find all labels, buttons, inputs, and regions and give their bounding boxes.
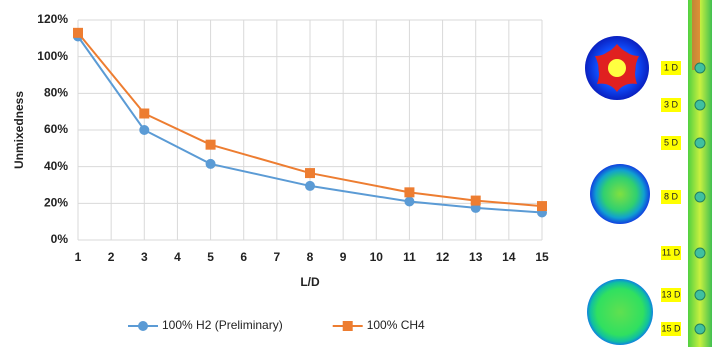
x-tick-label: 5: [207, 250, 214, 264]
marker: [305, 181, 315, 191]
probe: [695, 324, 705, 334]
probe: [695, 248, 705, 258]
cfd-images: [585, 0, 712, 347]
x-tick-label: 7: [274, 250, 281, 264]
legend-marker: [138, 321, 148, 331]
y-tick-label: 40%: [44, 159, 68, 173]
marker: [404, 197, 414, 207]
x-tick-label: 8: [307, 250, 314, 264]
legend-label: 100% H2 (Preliminary): [162, 318, 283, 332]
pipe-core: [692, 0, 700, 70]
x-tick-label: 15: [535, 250, 549, 264]
section-image: [590, 164, 650, 224]
section-label: 8 D: [664, 191, 679, 201]
probe: [695, 138, 705, 148]
marker: [73, 28, 83, 38]
core: [608, 59, 626, 77]
chart: Unmixedness L/D 0%20%40%60%80%100%120%12…: [0, 0, 716, 347]
probe: [695, 63, 705, 73]
x-tick-label: 4: [174, 250, 181, 264]
y-tick-label: 100%: [37, 49, 68, 63]
x-tick-label: 2: [108, 250, 115, 264]
section-label: 1 D: [664, 62, 679, 72]
x-tick-label: 1: [75, 250, 82, 264]
section-label: 11 D: [662, 247, 681, 257]
marker: [139, 125, 149, 135]
section-label: 5 D: [664, 137, 679, 147]
y-tick-label: 60%: [44, 122, 68, 136]
marker: [206, 159, 216, 169]
y-axis-label: Unmixedness: [12, 91, 26, 169]
x-tick-label: 6: [240, 250, 247, 264]
x-tick-label: 11: [403, 250, 416, 264]
x-tick-label: 9: [340, 250, 347, 264]
legend-marker: [343, 321, 353, 331]
probe: [695, 290, 705, 300]
x-tick-label: 3: [141, 250, 148, 264]
x-tick-label: 12: [436, 250, 450, 264]
y-tick-label: 20%: [44, 196, 68, 210]
section-label: 15 D: [661, 323, 681, 333]
x-tick-label: 10: [370, 250, 384, 264]
probe: [695, 100, 705, 110]
page: Unmixedness L/D 0%20%40%60%80%100%120%12…: [0, 0, 716, 347]
marker: [139, 109, 149, 119]
x-tick-label: 14: [502, 250, 516, 264]
marker: [305, 168, 315, 178]
marker: [471, 196, 481, 206]
y-tick-label: 0%: [51, 232, 69, 246]
section-label: 3 D: [664, 99, 679, 109]
x-tick-label: 13: [469, 250, 483, 264]
marker: [537, 201, 547, 211]
y-tick-label: 120%: [37, 12, 68, 26]
y-tick-label: 80%: [44, 86, 68, 100]
probe: [695, 192, 705, 202]
legend-label: 100% CH4: [367, 318, 425, 332]
section-image: [587, 279, 653, 345]
x-axis-label: L/D: [300, 275, 320, 289]
section-label: 13 D: [661, 289, 681, 299]
marker: [206, 140, 216, 150]
marker: [404, 187, 414, 197]
